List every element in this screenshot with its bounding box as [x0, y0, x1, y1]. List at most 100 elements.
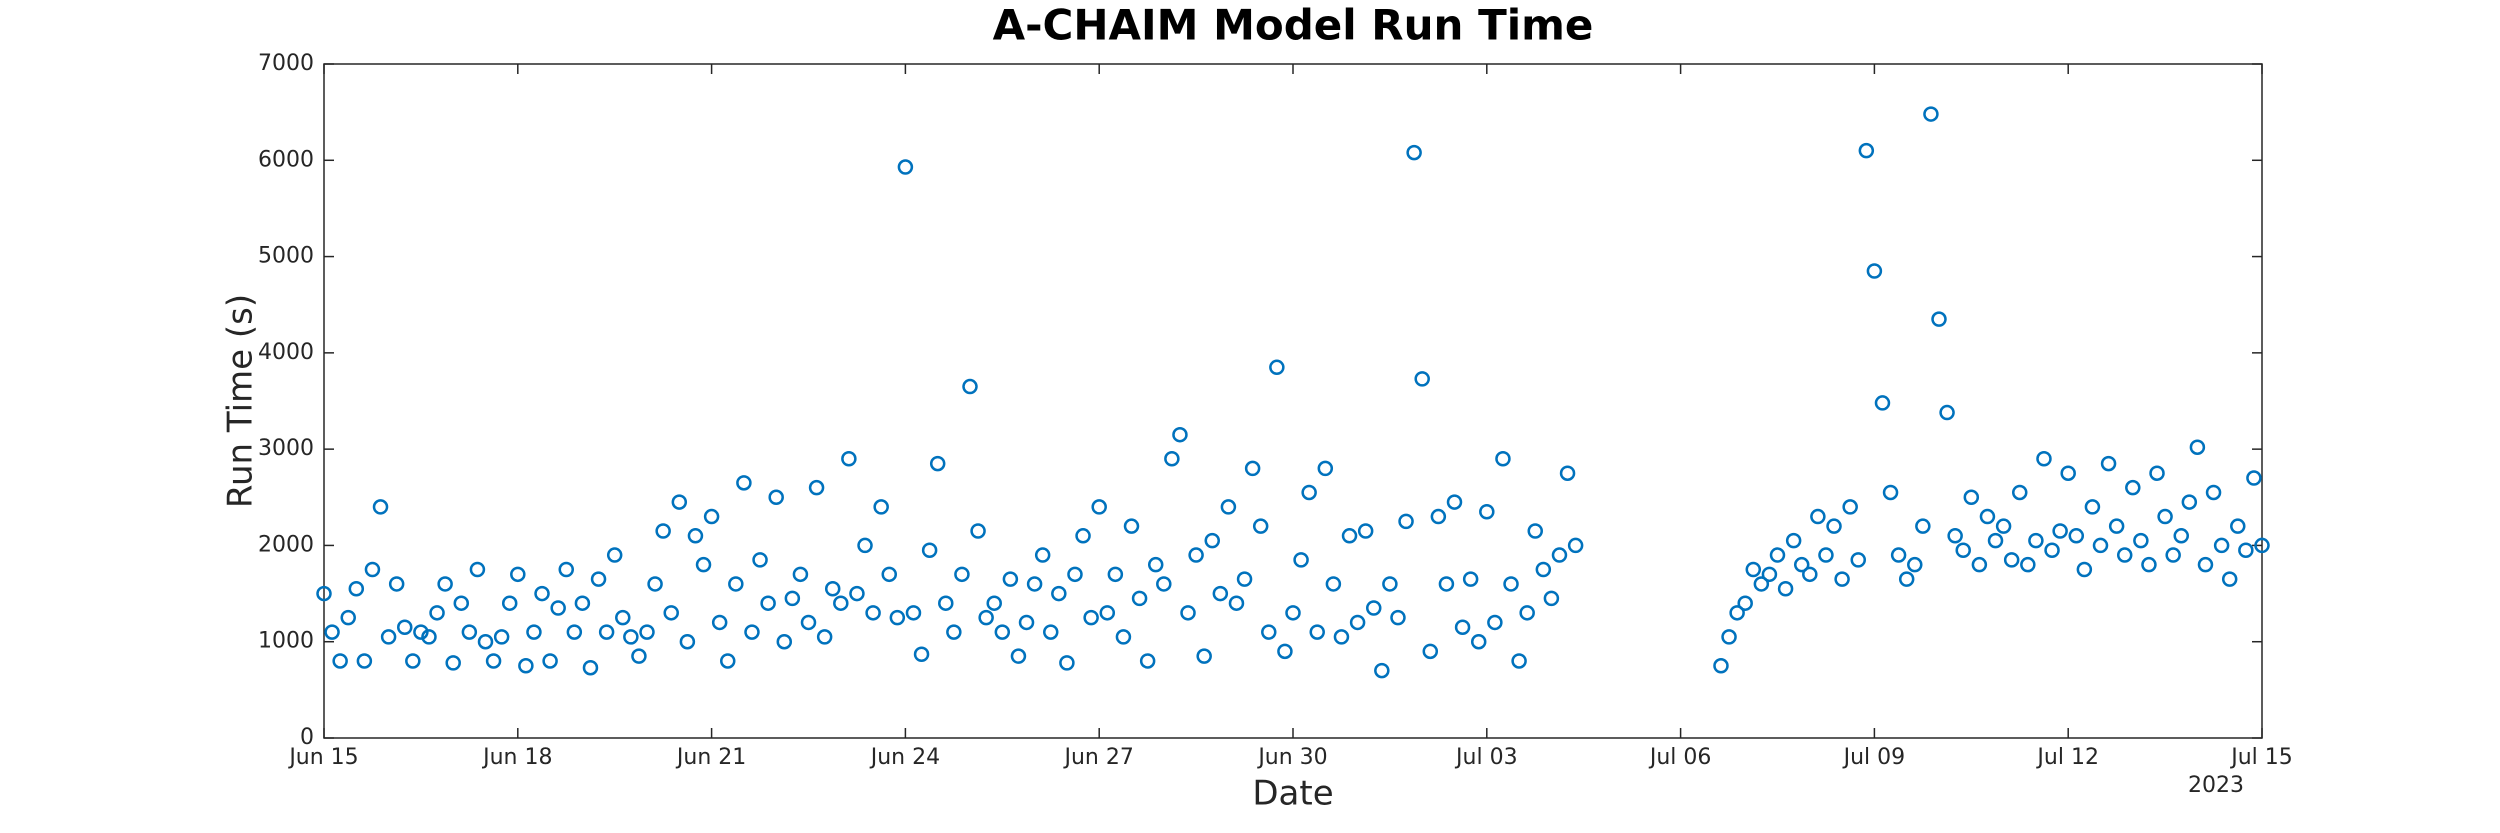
- point: [2116, 547, 2133, 563]
- point: [615, 609, 631, 626]
- point: [1793, 556, 1810, 573]
- point: [1567, 537, 1584, 554]
- point: [1559, 465, 1576, 481]
- point: [1729, 605, 1745, 621]
- point: [1898, 571, 1915, 587]
- point: [1503, 576, 1519, 592]
- point: [1236, 571, 1253, 587]
- point: [356, 653, 373, 669]
- point: [913, 646, 930, 662]
- point: [986, 595, 1002, 611]
- point: [380, 629, 397, 645]
- point: [1842, 499, 1858, 515]
- point: [1834, 571, 1850, 587]
- point: [2149, 465, 2165, 481]
- point: [1511, 653, 1527, 669]
- point: [1285, 605, 1301, 621]
- point: [2100, 455, 2117, 472]
- point: [970, 523, 986, 539]
- point: [477, 633, 494, 650]
- point: [1866, 263, 1883, 279]
- point: [2044, 542, 2060, 558]
- point: [2165, 547, 2181, 563]
- y-tick-label: 6000: [258, 147, 314, 172]
- point: [2003, 552, 2020, 568]
- point: [2230, 518, 2246, 534]
- point: [679, 633, 696, 650]
- point: [1277, 643, 1293, 660]
- point: [1406, 144, 1422, 161]
- point: [413, 624, 429, 640]
- point: [655, 523, 671, 539]
- point: [469, 561, 486, 578]
- point: [1737, 595, 1753, 611]
- point: [2173, 528, 2189, 544]
- point: [340, 609, 356, 626]
- point: [550, 600, 566, 616]
- point: [1091, 499, 1107, 515]
- point: [2028, 532, 2044, 549]
- point: [792, 566, 809, 583]
- x-tick-label: Jun 15: [287, 745, 358, 770]
- point: [534, 585, 550, 602]
- point: [663, 605, 679, 621]
- point: [1349, 614, 1366, 631]
- point: [816, 629, 833, 645]
- point: [1018, 614, 1035, 631]
- point: [332, 653, 348, 669]
- point: [1123, 518, 1140, 534]
- point: [2076, 561, 2093, 578]
- point: [1955, 542, 1971, 558]
- point: [421, 629, 437, 645]
- point: [623, 629, 639, 645]
- point: [2254, 537, 2270, 554]
- point: [1430, 508, 1447, 525]
- point: [1010, 648, 1027, 664]
- point: [1785, 532, 1802, 549]
- point: [1745, 561, 1762, 578]
- point: [865, 605, 881, 621]
- point: [574, 595, 591, 611]
- point: [808, 479, 825, 496]
- point: [1341, 528, 1358, 544]
- y-tick-label: 5000: [258, 244, 314, 269]
- point: [2221, 571, 2238, 587]
- point: [1858, 142, 1875, 159]
- chart-title: A-CHAIM Model Run Time: [993, 1, 1594, 50]
- point: [1115, 629, 1132, 645]
- point: [1721, 629, 1737, 645]
- point: [518, 658, 534, 674]
- point: [1164, 451, 1180, 467]
- plot-area: [323, 63, 2263, 739]
- point: [2036, 451, 2052, 467]
- point: [736, 475, 752, 491]
- x-year-label: 2023: [2188, 773, 2244, 798]
- point: [800, 614, 817, 631]
- point: [1026, 576, 1043, 592]
- point: [1075, 528, 1091, 544]
- x-tick-label: Jul 12: [2035, 745, 2099, 770]
- point: [1519, 605, 1535, 621]
- point: [752, 552, 768, 568]
- point: [445, 655, 461, 671]
- point: [1131, 590, 1148, 607]
- point: [1269, 359, 1285, 376]
- point: [671, 494, 688, 510]
- point: [1438, 576, 1455, 592]
- point: [1228, 595, 1245, 611]
- point: [566, 624, 583, 640]
- point: [695, 556, 712, 573]
- point: [1333, 629, 1350, 645]
- point: [1325, 576, 1342, 592]
- point: [1357, 523, 1374, 539]
- point: [1963, 489, 1980, 506]
- point: [841, 451, 857, 467]
- point: [453, 595, 470, 611]
- point: [2189, 439, 2206, 455]
- point: [1446, 494, 1463, 510]
- point: [1244, 460, 1261, 477]
- point: [2205, 484, 2222, 501]
- point: [728, 576, 744, 592]
- x-tick-label: Jul 06: [1648, 745, 1712, 770]
- point: [978, 609, 994, 626]
